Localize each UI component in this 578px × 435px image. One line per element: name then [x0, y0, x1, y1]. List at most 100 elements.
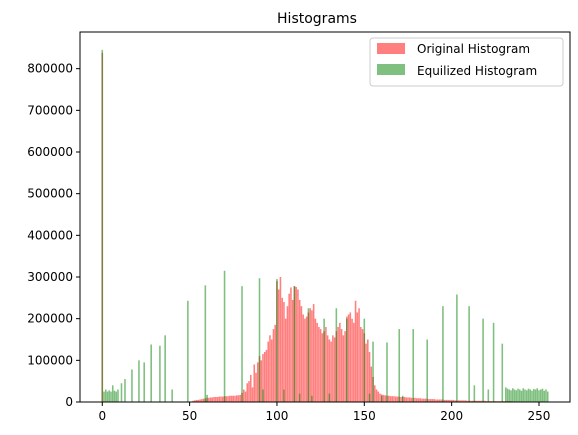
legend-box	[369, 37, 564, 87]
histogram-bar	[340, 329, 343, 402]
equalized-histogram-series	[101, 49, 549, 403]
histogram-bar	[342, 335, 345, 402]
histogram-bar	[104, 389, 107, 402]
histogram-bar	[159, 345, 161, 402]
histogram-bar	[335, 308, 338, 402]
histogram-bar	[103, 391, 105, 402]
histogram-bar	[283, 389, 285, 402]
histogram-bar	[108, 390, 111, 402]
histogram-bar	[262, 354, 264, 402]
histogram-bar	[452, 399, 455, 402]
histogram-bar	[527, 388, 530, 402]
histogram-bar	[524, 389, 526, 402]
histogram-bar	[438, 399, 441, 402]
histogram-bar	[443, 399, 446, 402]
histogram-bar	[384, 395, 387, 402]
x-axis: 0 50 100 150 200 250	[98, 402, 550, 423]
histogram-bar	[307, 308, 310, 402]
histogram-bar	[367, 339, 369, 402]
histogram-bar	[464, 400, 467, 402]
histogram-bar	[304, 318, 306, 402]
histogram-bar	[220, 396, 222, 402]
histogram-bar	[473, 385, 476, 402]
y-tick-label: 400000	[27, 228, 73, 242]
histogram-bar	[442, 306, 444, 402]
histogram-bar	[545, 389, 547, 402]
y-tick-label: 600000	[27, 145, 73, 159]
histogram-bar	[326, 335, 329, 402]
histogram-bar	[482, 318, 484, 402]
histogram-bar	[325, 327, 327, 402]
histogram-bar	[234, 395, 236, 402]
histogram-bar	[298, 299, 301, 402]
histogram-bar	[543, 390, 546, 402]
histogram-bar	[510, 390, 512, 402]
histogram-bar	[536, 388, 539, 402]
histogram-bar	[387, 395, 390, 402]
histogram-bar	[111, 385, 114, 402]
histogram-bar	[377, 391, 380, 402]
histogram-bar	[265, 349, 268, 402]
legend-swatch-equalized	[377, 64, 405, 75]
histogram-bar	[396, 396, 399, 402]
histogram-bar	[538, 390, 540, 402]
histogram-bar	[117, 389, 119, 402]
histogram-bar	[450, 399, 453, 402]
histogram-bar	[229, 395, 231, 402]
histogram-bar	[475, 400, 477, 402]
histogram-bar	[150, 344, 152, 402]
histogram-bar	[138, 360, 140, 402]
histogram-bar	[456, 294, 458, 402]
histogram-bar	[192, 400, 194, 402]
histogram-bar	[281, 297, 283, 402]
histogram-bar	[347, 314, 350, 402]
y-tick-label: 200000	[27, 312, 73, 326]
histogram-bar	[208, 397, 210, 402]
histogram-bar	[379, 393, 381, 402]
histogram-bar	[316, 322, 318, 402]
histogram-bar	[288, 293, 290, 402]
histogram-bar	[522, 388, 525, 402]
histogram-bar	[223, 270, 226, 402]
histogram-bar	[211, 397, 214, 402]
histogram-bar	[356, 312, 359, 402]
histogram-bar	[431, 399, 434, 402]
histogram-bar	[414, 397, 416, 402]
histogram-bar	[417, 398, 420, 402]
histogram-bar	[295, 287, 297, 402]
histogram-bar	[253, 364, 256, 402]
histogram-bar	[408, 397, 411, 402]
histogram-bar	[368, 352, 371, 402]
histogram-bar	[344, 331, 346, 402]
histogram-bar	[421, 398, 423, 402]
histogram-bar	[525, 390, 528, 402]
histogram-bar	[478, 400, 481, 402]
histogram-bar	[269, 335, 271, 402]
histogram-bar	[365, 343, 367, 402]
histogram-bar	[363, 318, 366, 402]
histogram-bar	[298, 393, 301, 402]
histogram-bar	[433, 399, 435, 402]
histogram-bar	[143, 362, 145, 402]
y-tick-label: 700000	[27, 103, 73, 117]
histogram-bar	[236, 395, 238, 402]
histogram-bar	[518, 389, 521, 402]
histogram-bar	[512, 388, 514, 402]
histogram-bar	[258, 278, 261, 402]
histogram-bar	[449, 399, 451, 402]
histogram-bar	[113, 390, 116, 402]
y-axis: 0 100000 200000 300000 400000 500000 600000 700…	[27, 62, 80, 409]
histogram-bar	[330, 341, 332, 402]
histogram-bar	[110, 391, 112, 402]
histogram-bar	[237, 395, 240, 402]
histogram-bar	[262, 389, 264, 402]
histogram-bar	[461, 400, 463, 402]
histogram-bar	[354, 300, 357, 402]
histogram-bar	[405, 397, 408, 402]
histogram-bar	[374, 385, 376, 402]
histogram-bar	[360, 327, 362, 402]
histogram-bar	[375, 389, 378, 402]
histogram-bar	[386, 342, 388, 402]
histogram-bar	[361, 329, 364, 402]
y-tick-label: 0	[65, 395, 73, 409]
